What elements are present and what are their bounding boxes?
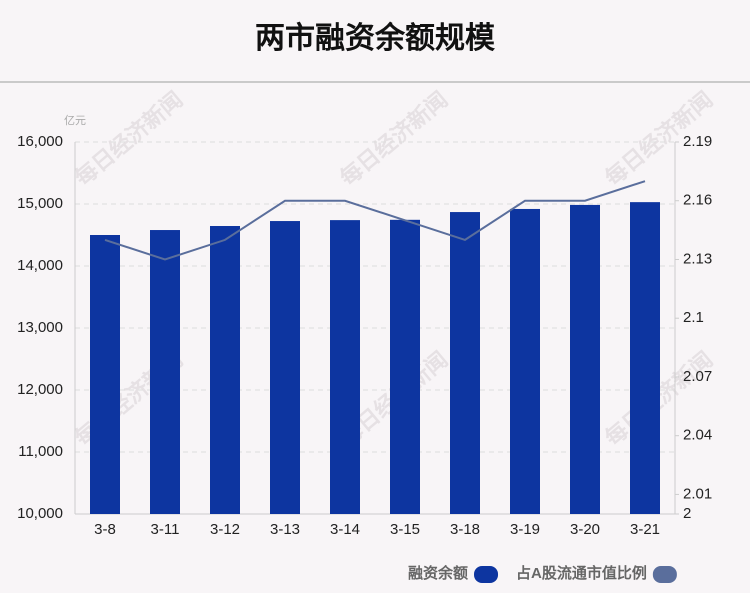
x-tick-label: 3-19: [510, 521, 540, 538]
y-unit: 亿元: [64, 114, 86, 127]
y-tick-label: 10,000: [17, 505, 63, 522]
bar: [270, 221, 300, 515]
y-tick-label: 12,000: [17, 381, 63, 398]
x-tick-label: 3-15: [390, 521, 420, 538]
y-tick-label: 11,000: [18, 443, 63, 460]
bar: [510, 208, 540, 514]
legend-swatch: [652, 566, 677, 583]
x-tick-label: 3-20: [570, 521, 600, 538]
y-tick-label: 13,000: [17, 319, 63, 336]
legend-label: 占A股流通市值比例: [516, 564, 647, 582]
legend-swatch: [474, 566, 499, 583]
y-tick-label: 14,000: [17, 257, 63, 274]
y2-tick-label: 2.1: [683, 309, 704, 326]
bar: [630, 202, 660, 514]
bar: [450, 212, 480, 514]
y-tick-label: 15,000: [17, 195, 63, 212]
y2-tick-label: 2: [683, 505, 691, 522]
bar: [570, 204, 600, 514]
x-tick-label: 3-18: [450, 521, 480, 538]
x-tick-label: 3-11: [151, 521, 180, 538]
y2-tick-label: 2.19: [683, 133, 712, 150]
y2-tick-label: 2.13: [683, 250, 712, 267]
x-tick-label: 3-12: [210, 521, 240, 538]
x-tick-label: 3-14: [330, 521, 360, 538]
line: [104, 180, 646, 261]
bar: [330, 220, 360, 514]
legend-label: 融资余额: [408, 564, 468, 582]
y-tick-label: 16,000: [17, 133, 63, 150]
x-tick-label: 3-13: [270, 521, 300, 538]
bar: [150, 230, 180, 515]
bar: [390, 219, 420, 514]
bar: [210, 226, 240, 514]
x-tick-label: 3-21: [630, 521, 660, 538]
y2-tick-label: 2.04: [683, 427, 712, 444]
y2-tick-label: 2.01: [683, 485, 712, 502]
x-tick-label: 3-8: [94, 521, 116, 538]
y2-tick-label: 2.07: [683, 368, 712, 385]
bar: [90, 235, 120, 514]
y2-tick-label: 2.16: [683, 192, 712, 209]
chart-title: 两市融资余额规模: [255, 21, 495, 55]
